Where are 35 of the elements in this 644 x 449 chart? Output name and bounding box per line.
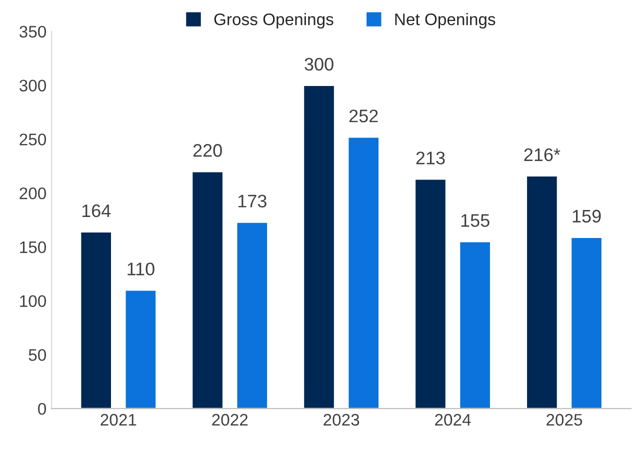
bar [124, 289, 157, 409]
data-label: 173 [238, 194, 266, 208]
y-tick-label: 250 [20, 134, 46, 146]
x-tick-label: 2023 [324, 414, 360, 426]
data-label: 159 [572, 210, 601, 223]
y-tick-label: 300 [19, 80, 46, 92]
bar [302, 84, 336, 409]
data-label: 213 [416, 152, 445, 164]
data-label: 110 [128, 262, 154, 276]
y-tick-label: 350 [19, 26, 46, 38]
y-tick-label: 100 [20, 295, 46, 308]
bar [191, 170, 224, 409]
x-tick-label: 2021 [100, 414, 136, 426]
y-tick-label: 0 [38, 402, 46, 415]
bar [347, 136, 380, 409]
data-label: 155 [461, 214, 490, 227]
data-label: 220 [193, 144, 222, 157]
bar [236, 221, 268, 409]
data-label: 216* [524, 148, 560, 162]
legend-label: Gross Openings [214, 13, 334, 29]
data-label: 300 [304, 58, 334, 71]
legend-label: Net Openings [395, 13, 496, 29]
x-tick-label: 2024 [435, 414, 471, 426]
y-tick-label: 150 [20, 241, 46, 254]
data-label: 164 [82, 204, 111, 218]
y-tick-label: 50 [28, 349, 46, 361]
x-tick-label: 2022 [212, 414, 248, 426]
y-tick-label: 200 [20, 187, 46, 200]
data-label: 252 [349, 110, 378, 122]
bar [526, 175, 558, 409]
bar [570, 236, 603, 409]
bar [414, 178, 447, 409]
bar [458, 240, 492, 409]
bar [80, 231, 112, 409]
x-tick-label: 2025 [546, 414, 582, 426]
